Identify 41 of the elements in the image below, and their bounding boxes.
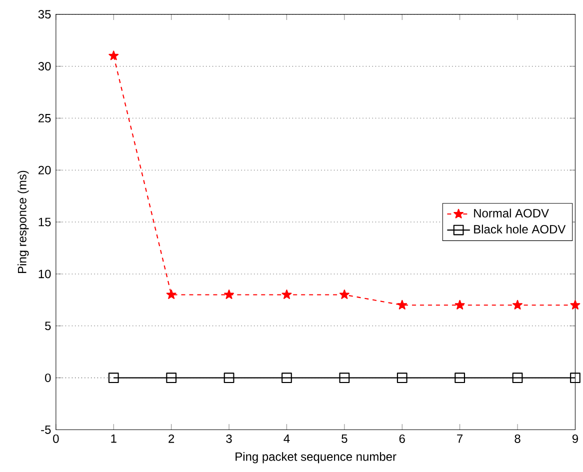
point	[108, 50, 119, 60]
x-tick-label: 4	[284, 434, 290, 443]
point	[166, 372, 177, 383]
y-tick-label: 15	[38, 218, 51, 226]
point	[224, 372, 234, 383]
y-tick-label: 30	[38, 62, 51, 70]
y-tick-label: 10	[38, 270, 51, 278]
y-tick-label: 5	[45, 322, 51, 330]
x-tick-label: 8	[514, 434, 520, 443]
point	[397, 300, 408, 310]
y-tick-label: 0	[45, 373, 51, 382]
y-tick-label: 25	[38, 114, 51, 122]
legend-label: Normal AODV	[474, 208, 549, 218]
point	[166, 289, 176, 299]
y-tick-label: 35	[38, 10, 51, 18]
y-tick-label: 20	[38, 166, 51, 174]
x-tick-label: 0	[53, 434, 59, 443]
point	[396, 372, 408, 383]
point	[224, 289, 234, 299]
point	[282, 372, 292, 383]
y-axis-title: Ping responce (ms)	[18, 170, 29, 273]
point	[454, 372, 466, 383]
x-tick-label: 3	[226, 434, 232, 443]
x-tick-label: 5	[342, 434, 348, 443]
point	[282, 289, 292, 299]
point	[108, 372, 119, 383]
point	[512, 372, 523, 383]
x-tick-label: 1	[111, 434, 116, 443]
x-tick-label: 2	[168, 434, 174, 443]
point	[339, 289, 350, 299]
point	[339, 372, 350, 383]
x-tick-label: 9	[572, 434, 578, 443]
point	[570, 300, 580, 310]
point	[512, 300, 522, 310]
point	[454, 300, 465, 310]
x-axis-title: Ping packet sequence number	[236, 452, 396, 464]
legend-label: Black hole AODV	[474, 224, 566, 234]
y-tick-label: -5	[41, 425, 51, 434]
point	[570, 372, 580, 383]
x-tick-label: 7	[457, 434, 463, 443]
x-tick-label: 6	[399, 434, 405, 443]
